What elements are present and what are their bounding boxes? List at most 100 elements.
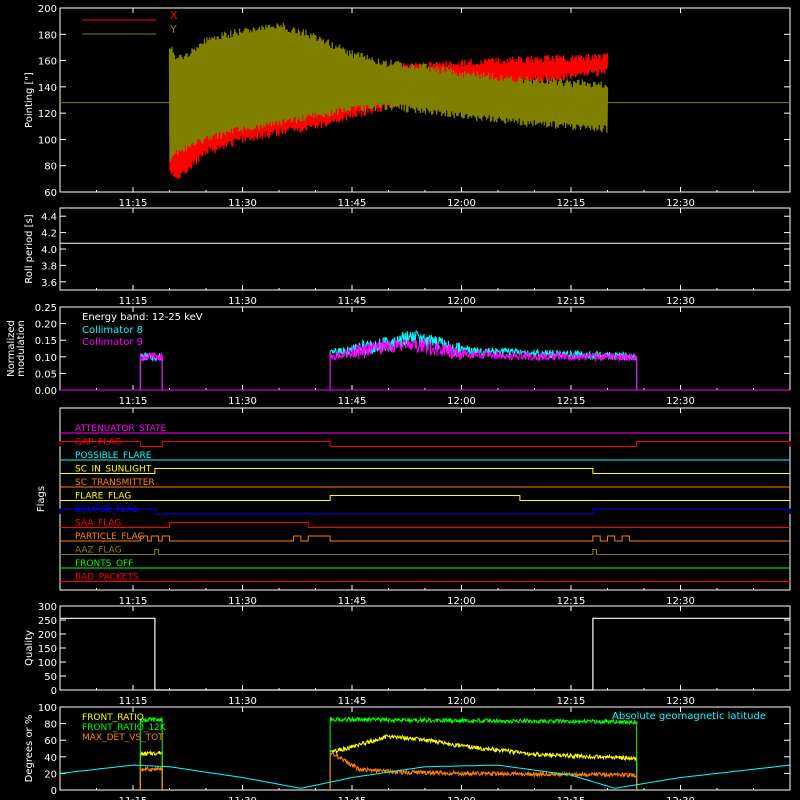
roll-plot-frame (59, 207, 791, 291)
ratios-series-front_ratio (329, 733, 638, 790)
flag-label-gap-flag: GAP_FLAG (75, 438, 121, 448)
ratios-series-geomagnetic-latitude (59, 764, 791, 789)
flag-label-sc-in-sunlight: SC_IN_SUNLIGHT (75, 465, 152, 475)
modulation-energy-band-label: Energy band: 12-25 keV (82, 312, 203, 323)
flags-xtick-label: 11:15 (119, 596, 148, 607)
quality-ytick-label: 0 (51, 686, 57, 697)
modulation-xtick-label: 12:00 (447, 396, 476, 407)
ratios-geomagnetic-label: Absolute geomagnetic latitude (612, 711, 766, 722)
ratios-xtick-label: 11:30 (228, 796, 257, 800)
ratios-series-front_ratio_12k (329, 715, 638, 790)
modulation-ylabel: Normalizedmodulation (6, 320, 27, 377)
modulation-ytick-label: 0.25 (35, 303, 57, 314)
roll-xtick-label: 11:45 (338, 296, 367, 307)
roll-xtick-label: 11:15 (119, 296, 148, 307)
ratios-ytick-label: 0 (51, 786, 57, 797)
pointing-ytick-label: 140 (38, 83, 57, 94)
pointing-series-Y (168, 22, 609, 162)
pointing-ytick-label: 120 (38, 109, 57, 120)
ratios-ytick-label: 20 (44, 769, 57, 780)
modulation-series-collimator-9 (329, 337, 638, 390)
pointing-xtick-label: 12:15 (557, 198, 586, 209)
quality-xtick-label: 12:00 (447, 696, 476, 707)
quality-ytick-label: 50 (44, 672, 57, 683)
ratios-series-max_det_vs_tot (139, 765, 163, 790)
flag-line-eclipse-flag (59, 508, 791, 515)
roll-xtick-label: 12:15 (557, 296, 586, 307)
modulation-legend-collimator-9: Collimator 9 (82, 337, 143, 348)
roll-ytick-label: 3.6 (41, 278, 57, 289)
modulation-xtick-label: 11:15 (119, 396, 148, 407)
flags-ylabel: Flags (36, 486, 47, 512)
roll-xtick-label: 11:30 (228, 296, 257, 307)
modulation-xtick-label: 11:30 (228, 396, 257, 407)
flag-line-sc-in-sunlight (60, 468, 790, 474)
modulation-series-collimator-8 (329, 330, 638, 390)
quality-xtick-label: 12:15 (557, 696, 586, 707)
modulation-legend-collimator-8: Collimator 8 (82, 325, 143, 336)
roll-ytick-label: 4.4 (41, 212, 57, 223)
modulation-ytick-label: 0.10 (35, 353, 57, 364)
flag-label-eclipse-flag: ECLIPSE_FLAG (75, 505, 139, 515)
roll-ylabel: Roll period [s] (24, 214, 35, 283)
flag-line-saa-flag (60, 522, 790, 528)
pointing-legend-label-X: X (170, 9, 178, 22)
flag-label-possible-flare: POSSIBLE_FLARE (75, 451, 152, 461)
modulation-xtick-label: 12:15 (557, 396, 586, 407)
flag-label-bad-packets: BAD_PACKETS (75, 573, 139, 583)
quality-ylabel: Quality (24, 630, 35, 666)
flags-xtick-label: 11:45 (338, 596, 367, 607)
pointing-xtick-label: 11:15 (119, 198, 148, 209)
quality-ytick-label: 300 (38, 602, 57, 613)
quality-ytick-label: 100 (38, 658, 57, 669)
flag-label-saa-flag: SAA_FLAG (75, 519, 121, 529)
pointing-ytick-label: 200 (38, 4, 57, 15)
quality-xtick-label: 11:30 (228, 696, 257, 707)
pointing-xtick-label: 11:45 (338, 198, 367, 209)
ratios-ytick-label: 40 (44, 753, 57, 764)
pointing-legend-label-Y: Y (169, 23, 177, 36)
roll-ytick-label: 3.8 (41, 261, 57, 272)
pointing-xtick-label: 12:30 (666, 198, 695, 209)
roll-ytick-label: 4.0 (41, 245, 57, 256)
ratios-xtick-label: 12:30 (666, 796, 695, 800)
pointing-xtick-label: 11:30 (228, 198, 257, 209)
modulation-ytick-label: 0.00 (35, 386, 57, 397)
ratios-xtick-label: 12:00 (447, 796, 476, 800)
quality-ytick-label: 150 (38, 644, 57, 655)
quality-xtick-label: 12:30 (666, 696, 695, 707)
modulation-ytick-label: 0.20 (35, 320, 57, 331)
modulation-ytick-label: 0.15 (35, 336, 57, 347)
pointing-ytick-label: 60 (44, 188, 57, 199)
ratios-series-front_ratio_12k (139, 716, 163, 790)
pointing-ytick-label: 180 (38, 30, 57, 41)
flag-label-fronts-off: FRONTS_OFF (75, 559, 133, 569)
modulation-series-collimator-9 (139, 351, 163, 390)
roll-xtick-label: 12:00 (447, 296, 476, 307)
ratios-series-front_ratio (139, 749, 163, 790)
ratios-ytick-label: 80 (44, 720, 57, 731)
quality-ytick-label: 200 (38, 630, 57, 641)
modulation-xtick-label: 12:30 (666, 396, 695, 407)
ratios-legend-front-ratio: FRONT_RATIO (82, 713, 144, 723)
pointing-ylabel: Pointing ["] (24, 72, 35, 128)
modulation-ytick-label: 0.05 (35, 369, 57, 380)
ratios-ytick-label: 60 (44, 736, 57, 747)
quality-xtick-label: 11:45 (338, 696, 367, 707)
pointing-xtick-label: 12:00 (447, 198, 476, 209)
flags-plot-frame (59, 407, 791, 591)
flag-line-aaz-flag (60, 549, 790, 555)
flag-line-flare-flag (60, 495, 790, 501)
flag-label-attenuator-state: ATTENUATOR_STATE (75, 424, 167, 434)
flag-line-particle-flag (60, 535, 790, 542)
flags-xtick-label: 12:00 (447, 596, 476, 607)
quality-ytick-label: 250 (38, 616, 57, 627)
ratios-ytick-label: 100 (38, 703, 57, 714)
flag-line-gap-flag (59, 441, 791, 447)
roll-xtick-label: 12:30 (666, 296, 695, 307)
flags-xtick-label: 12:30 (666, 596, 695, 607)
flag-label-particle-flag: PARTICLE_FLAG (75, 532, 145, 542)
roll-ytick-label: 4.2 (41, 229, 57, 240)
ratios-xtick-label: 12:15 (557, 796, 586, 800)
